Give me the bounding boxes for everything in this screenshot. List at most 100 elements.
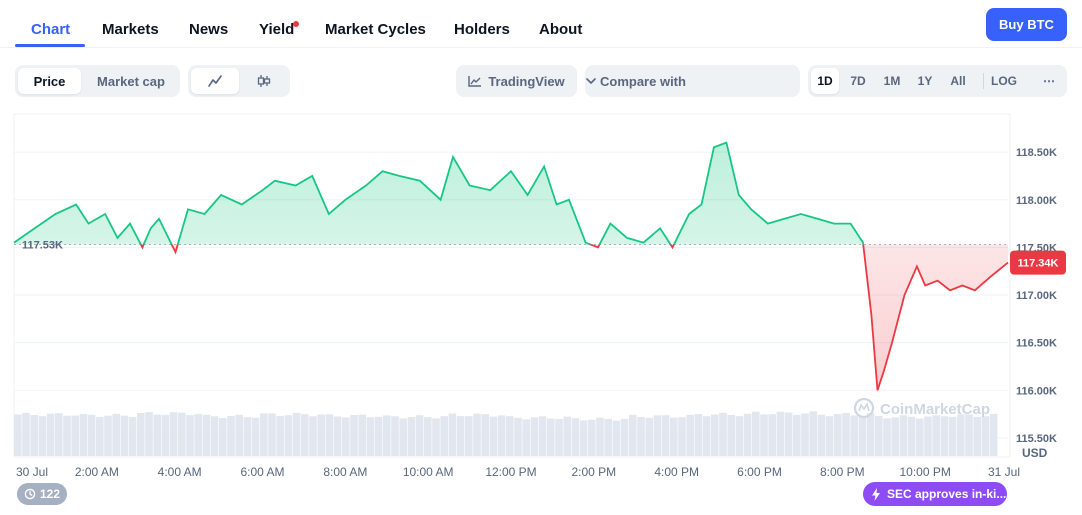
volume-bar [63,415,71,456]
y-tick-label: 115.50K [1016,433,1057,445]
volume-bar [71,415,79,456]
news-event-pill[interactable]: SEC approves in-ki... [863,482,1007,506]
volume-bar [87,414,96,456]
volume-bar [563,416,571,456]
volume-bar [358,414,366,456]
volume-bar [186,415,194,456]
tab-markets[interactable]: Markets [102,21,159,38]
tradingview-chart-icon [468,76,482,87]
volume-bar [588,419,596,456]
price-line-down [139,244,1009,391]
volume-bar [473,413,481,456]
volume-bar [801,413,809,456]
history-count: 122 [39,487,61,501]
volume-bar [653,415,662,456]
active-tab-indicator [15,44,85,47]
volume-bar [965,414,973,456]
buy-btc-button[interactable]: Buy BTC [986,8,1067,41]
current-price-label: 117.34K [1018,258,1059,270]
volume-bar [629,414,637,456]
volume-bar [760,414,768,456]
volume-bar [432,418,440,456]
watermark-logo-mark [858,402,870,412]
volume-bar [719,412,727,456]
volume-bar [424,417,432,456]
volume-bar [325,414,334,456]
volume-bar [137,412,145,456]
tab-market-cycles[interactable]: Market Cycles [325,21,426,38]
volume-bar [268,413,276,456]
volume-bar [825,416,834,456]
tab-yield[interactable]: Yield [259,21,295,38]
volume-bar [202,414,211,456]
market-cap-toggle[interactable]: Market cap [97,73,165,89]
volume-bar [858,415,867,456]
volume-bar [46,413,55,456]
coinmarketcap-watermark: CoinMarketCap [853,397,990,419]
candlestick-chart-button[interactable] [241,68,287,94]
tab-about[interactable]: About [539,21,583,38]
volume-bar [96,417,104,456]
volume-bar [530,417,539,456]
y-tick-label: 118.50K [1016,147,1057,159]
volume-bar [153,414,161,456]
volume-bar [366,417,375,456]
watermark-logo-icon [853,397,875,419]
volume-bar [292,412,301,456]
tab-news[interactable]: News [189,21,229,38]
candlestick-icon [257,75,271,87]
volume-bar [981,416,990,456]
volume-bar [333,416,342,456]
x-tick-label: 2:00 AM [75,465,119,479]
log-scale-toggle[interactable]: LOG [991,74,1017,88]
volume-bar [957,414,965,456]
volume-bar [891,417,899,456]
tab-chart[interactable]: Chart [31,21,71,38]
volume-bar [219,418,227,456]
y-tick-label: 116.50K [1016,338,1057,350]
range-divider [983,73,984,89]
volume-bar [14,414,22,456]
volume-bar [481,414,489,456]
tab-holders[interactable]: Holders [454,21,510,38]
volume-bar [251,417,260,456]
volume-bar [883,418,891,456]
x-tick-label: 2:00 PM [571,465,616,479]
range-1m[interactable]: 1M [883,74,901,88]
range-1d[interactable]: 1D [811,68,839,94]
x-tick-label: 6:00 AM [240,465,284,479]
volume-bar [30,414,38,456]
line-chart-button[interactable] [191,68,239,94]
price-toggle[interactable]: Price [18,68,81,94]
more-options-button[interactable]: ⋯ [1043,74,1055,88]
tradingview-label: TradingView [488,73,565,89]
compare-with-select[interactable]: Compare with [585,65,800,97]
volume-bar [235,414,243,456]
range-all[interactable]: All [950,74,966,88]
volume-bar [694,414,703,456]
range-7d[interactable]: 7D [850,74,866,88]
volume-bar [571,418,580,456]
price-area-down [140,244,1008,391]
history-badge[interactable]: 122 [17,483,67,505]
volume-bar [547,418,555,456]
volume-bars [14,411,998,456]
range-1y[interactable]: 1Y [917,74,933,88]
x-tick-label: 8:00 AM [323,465,367,479]
x-tick-label: 4:00 AM [158,465,202,479]
volume-bar [711,414,719,456]
volume-bar [866,413,875,456]
volume-bar [596,417,604,456]
volume-bar [940,416,949,456]
volume-bar [932,415,940,456]
volume-bar [637,417,645,456]
volume-bar [309,416,317,456]
time-range-selector: 1D 7D 1M 1Y All LOG ⋯ [808,65,1067,97]
volume-bar [768,414,776,456]
tradingview-button[interactable]: TradingView [456,65,577,97]
price-area-up [14,142,1008,245]
volume-bar [383,415,391,456]
x-axis: 30 Jul 2:00 AM 4:00 AM 6:00 AM 8:00 AM 10:00 … [16,465,1020,479]
x-tick-label: 31 Jul [988,465,1020,479]
